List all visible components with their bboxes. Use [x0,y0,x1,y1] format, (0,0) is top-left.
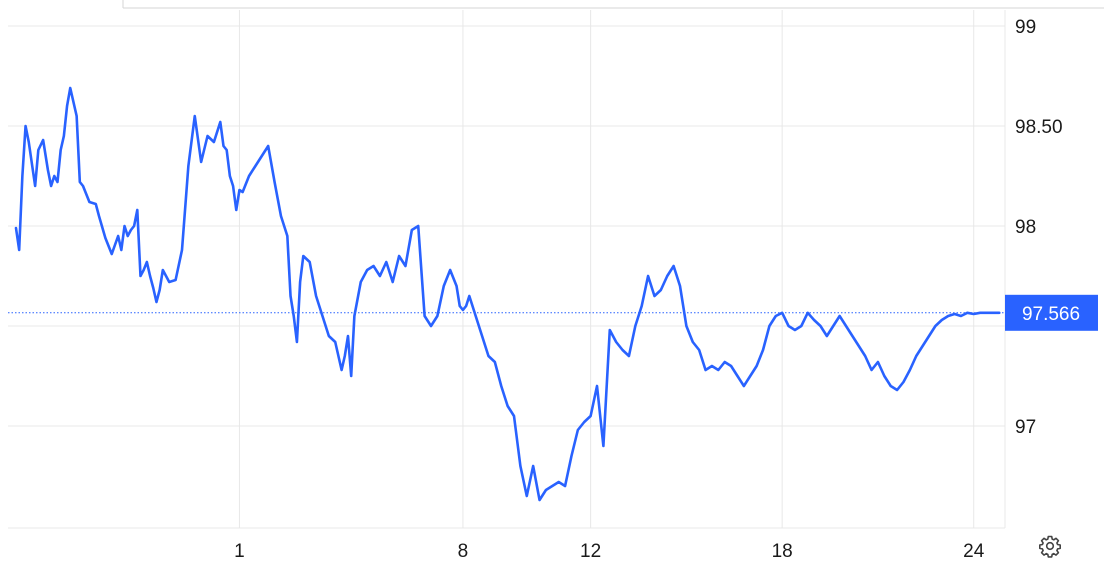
current-price-tag [1005,294,1098,331]
y-tick-label: 99 [1015,17,1036,38]
y-tick-label: 98.50 [1015,117,1063,138]
x-tick-label: 18 [772,541,793,562]
current-price-label: 97.566 [1022,304,1080,325]
settings-button[interactable] [1036,532,1064,560]
x-tick-label: 1 [234,541,245,562]
x-tick-label: 24 [963,541,985,562]
price-series-line [14,86,1001,502]
y-tick-label: 97 [1015,417,1036,438]
y-tick-label: 98 [1015,217,1036,238]
gear-icon [1039,535,1061,558]
x-tick-label: 8 [458,541,469,562]
x-tick-label: 12 [580,541,601,562]
